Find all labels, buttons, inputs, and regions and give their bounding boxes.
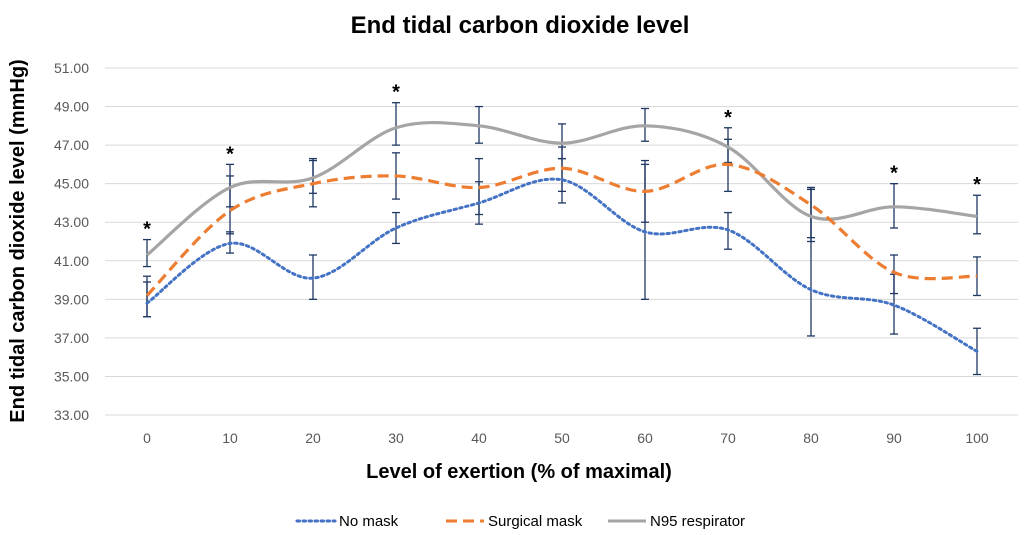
series-line-no-mask bbox=[145, 177, 979, 353]
y-tick-label: 51.00 bbox=[54, 60, 89, 76]
significance-asterisk: * bbox=[143, 219, 151, 241]
gridlines bbox=[105, 67, 1018, 416]
y-tick-label: 33.00 bbox=[54, 407, 89, 423]
legend-label: No mask bbox=[339, 513, 399, 530]
y-tick-label: 43.00 bbox=[54, 214, 89, 230]
x-tick-label: 70 bbox=[720, 430, 736, 446]
x-tick-label: 100 bbox=[965, 430, 989, 446]
x-tick-label: 80 bbox=[803, 430, 819, 446]
series-line-surgical-mask bbox=[145, 162, 978, 297]
legend-label: Surgical mask bbox=[488, 513, 583, 530]
x-tick-label: 60 bbox=[637, 430, 653, 446]
y-tick-label: 47.00 bbox=[54, 137, 89, 153]
significance-asterisk: * bbox=[226, 143, 234, 165]
x-tick-label: 40 bbox=[471, 430, 487, 446]
x-axis-title: Level of exertion (% of maximal) bbox=[366, 461, 672, 483]
significance-asterisk: * bbox=[724, 107, 732, 129]
series-lines bbox=[145, 120, 979, 353]
legend: No mask Surgical mask N95 respirator bbox=[295, 513, 745, 530]
significance-markers: * * * * * * bbox=[143, 82, 981, 241]
x-tick-label: 0 bbox=[143, 430, 151, 446]
y-tick-label: 49.00 bbox=[54, 99, 89, 115]
series-line-n95-respirator bbox=[145, 120, 978, 257]
x-axis-ticks: 0 10 20 30 40 50 60 70 80 90 100 bbox=[143, 430, 989, 446]
significance-asterisk: * bbox=[890, 163, 898, 185]
x-tick-label: 10 bbox=[222, 430, 238, 446]
significance-asterisk: * bbox=[392, 82, 400, 104]
x-tick-label: 90 bbox=[886, 430, 902, 446]
y-tick-label: 41.00 bbox=[54, 253, 89, 269]
x-tick-label: 20 bbox=[305, 430, 321, 446]
legend-label: N95 respirator bbox=[650, 513, 745, 530]
y-tick-label: 35.00 bbox=[54, 368, 89, 384]
chart-title: End tidal carbon dioxide level bbox=[351, 12, 690, 39]
x-tick-label: 30 bbox=[388, 430, 404, 446]
y-axis-title: End tidal carbon dioxide level (mmHg) bbox=[7, 59, 29, 422]
y-tick-label: 39.00 bbox=[54, 291, 89, 307]
y-axis-ticks: 33.00 35.00 37.00 39.00 41.00 43.00 45.00 47.00… bbox=[54, 60, 89, 423]
significance-asterisk: * bbox=[973, 174, 981, 196]
x-tick-label: 50 bbox=[554, 430, 570, 446]
y-tick-label: 37.00 bbox=[54, 330, 89, 346]
y-tick-label: 45.00 bbox=[54, 176, 89, 192]
